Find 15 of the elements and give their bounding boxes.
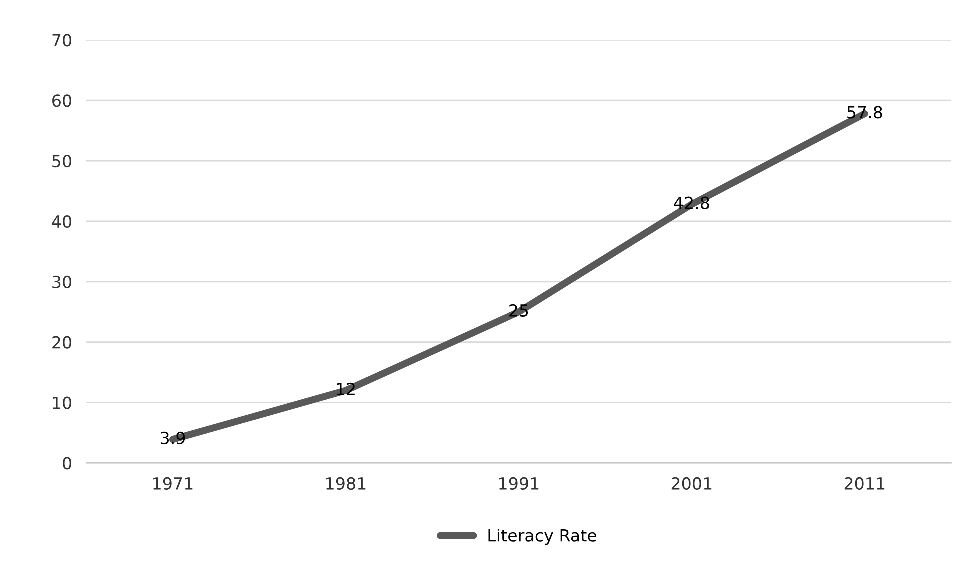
y-tick-label: 60 (52, 94, 72, 108)
x-tick-label: 2001 (672, 477, 712, 490)
y-tick-label: 20 (52, 336, 72, 349)
y-tick-label: 30 (52, 276, 72, 288)
y-tick-label: 50 (52, 155, 72, 168)
y-tick-label: 0 (63, 457, 72, 470)
x-tick-label: 1991 (500, 477, 539, 490)
legend-label: Literacy Rate (488, 528, 597, 546)
y-tick-label: 10 (53, 396, 72, 410)
x-tick-label: 2011 (844, 477, 885, 490)
y-tick-label: 70 (52, 34, 72, 47)
data-label: 57.8 (848, 106, 882, 119)
y-tick-label: 40 (52, 215, 72, 228)
x-tick-label: 1971 (154, 477, 193, 490)
x-tick-label: 1981 (326, 477, 366, 490)
